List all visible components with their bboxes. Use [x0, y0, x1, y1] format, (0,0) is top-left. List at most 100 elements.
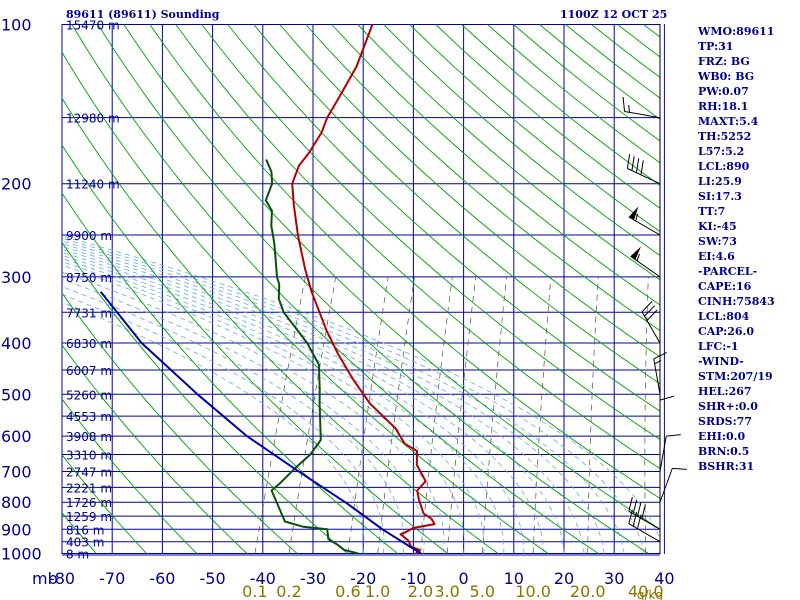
- index-hel: HEL:267: [698, 385, 752, 398]
- dry-adiabat: [305, 24, 660, 332]
- height-label: 6830 m: [66, 337, 112, 351]
- dry-adiabat: [357, 24, 660, 281]
- observation-time: 1100Z 12 OCT 25: [560, 8, 668, 21]
- barb-full: [632, 499, 638, 514]
- barb-full: [626, 154, 631, 169]
- mixing-ratio-line: [481, 276, 507, 554]
- mixing-ratio-unit-label: g/kg: [637, 588, 663, 600]
- index-ehi: EHI:0.0: [698, 430, 746, 443]
- height-label: 3908 m: [66, 430, 112, 444]
- index-bshr: BSHR:31: [698, 460, 755, 473]
- moist-adiabat: [62, 240, 625, 554]
- mixing-ratio-line: [377, 276, 415, 554]
- height-label: 3310 m: [66, 449, 112, 463]
- pressure-unit-label: mb: [32, 569, 58, 588]
- mixing-ratio-line: [288, 276, 337, 554]
- height-label: 1726 m: [66, 496, 112, 510]
- dry-adiabat: [62, 97, 499, 554]
- barb-full: [632, 511, 638, 527]
- wind-barbs: [622, 24, 687, 554]
- barb-staff: [628, 523, 661, 543]
- temperature-tick-label: 0: [459, 569, 469, 588]
- index-tt: TT:7: [698, 205, 726, 218]
- dry-adiabat: [62, 511, 97, 554]
- temperature-tick-label: 20: [554, 569, 574, 588]
- temperature-tick-label: -50: [200, 569, 226, 588]
- barb-staff: [630, 255, 661, 278]
- index-pw: PW:0.07: [698, 85, 749, 98]
- dewpoint-profile: [264, 159, 359, 554]
- moist-adiabat: [62, 278, 425, 554]
- barb-staff: [659, 436, 667, 472]
- dry-adiabat: [149, 24, 660, 499]
- barb-full: [628, 509, 633, 524]
- pressure-tick-label: 800: [1, 493, 32, 512]
- temperature-tick-label: -70: [99, 569, 125, 588]
- barb-full: [641, 504, 646, 519]
- index-th: TH:5252: [698, 130, 752, 143]
- height-label: 5260 m: [66, 388, 112, 402]
- pressure-tick-label: 500: [1, 385, 32, 404]
- mixing-ratio-label: 3.0: [434, 582, 459, 600]
- moist-adiabat: [62, 248, 565, 554]
- parcel-path: [99, 291, 422, 554]
- barb-staff: [628, 216, 661, 236]
- temperature-tick-label: -80: [49, 569, 75, 588]
- moist-adiabats: [62, 235, 660, 554]
- barb-full: [666, 434, 681, 437]
- moist-adiabat: [62, 251, 545, 554]
- height-label: 9900 m: [66, 229, 112, 243]
- height-label: 6007 m: [66, 364, 112, 378]
- dry-adiabat: [62, 144, 449, 554]
- pressure-tick-label: 600: [1, 427, 32, 446]
- mixing-ratio-label: 0.6: [335, 582, 360, 600]
- barb-staff: [627, 168, 661, 185]
- height-label: 8750 m: [66, 271, 112, 285]
- height-label: 7731 m: [66, 306, 112, 320]
- barb-staff: [659, 468, 673, 503]
- dry-adiabat: [123, 24, 660, 530]
- barb-staff: [641, 311, 661, 344]
- height-label: 15470 m: [66, 19, 120, 33]
- dry-adiabat: [62, 192, 398, 554]
- mixing-ratio-label: 20.0: [570, 582, 606, 600]
- dry-adiabat: [71, 24, 599, 554]
- dry-adiabat: [62, 292, 298, 554]
- barb-staff: [624, 110, 661, 119]
- dry-adiabat: [175, 24, 660, 470]
- moist-adiabat: [62, 301, 365, 554]
- mixing-ratio-label: 40.0: [628, 582, 664, 600]
- pressure-tick-label: 400: [1, 334, 32, 353]
- temperature-profile: [291, 24, 436, 554]
- mixing-ratio-label: 0.2: [276, 582, 301, 600]
- barb-full: [628, 497, 633, 512]
- dry-adiabat: [227, 24, 660, 412]
- index-wb0: WB0: BG: [698, 70, 755, 83]
- pressure-tick-label: 900: [1, 520, 32, 539]
- section-wind: -WIND-: [698, 355, 744, 368]
- barb-full: [659, 395, 675, 401]
- mixing-ratio-lines: [254, 276, 649, 554]
- moist-adiabat: [62, 293, 385, 554]
- mixing-ratio-label: 5.0: [470, 582, 495, 600]
- dry-adiabat: [201, 24, 660, 440]
- mixing-ratio-line: [644, 276, 649, 554]
- temperature-tick-label: 40: [654, 569, 674, 588]
- barb-full: [646, 309, 658, 321]
- dry-adiabat: [97, 24, 649, 554]
- wind-barb: [628, 206, 661, 236]
- moist-adiabat: [62, 271, 445, 554]
- dry-adiabat: [62, 344, 248, 554]
- wind-barb: [626, 154, 661, 185]
- moist-adiabat: [62, 246, 585, 554]
- pressure-tick-label: 100: [1, 16, 32, 35]
- index-frz: FRZ: BG: [698, 55, 750, 68]
- temperature-tick-label: -20: [350, 569, 376, 588]
- wind-barb: [653, 352, 668, 395]
- index-ki: KI:-45: [698, 220, 737, 233]
- barb-staff: [628, 510, 661, 530]
- moist-adiabat: [62, 264, 465, 554]
- section-parcel: -PARCEL-: [698, 265, 758, 278]
- pressure-tick-label: 200: [1, 175, 32, 194]
- pressure-tick-label: 300: [1, 268, 32, 287]
